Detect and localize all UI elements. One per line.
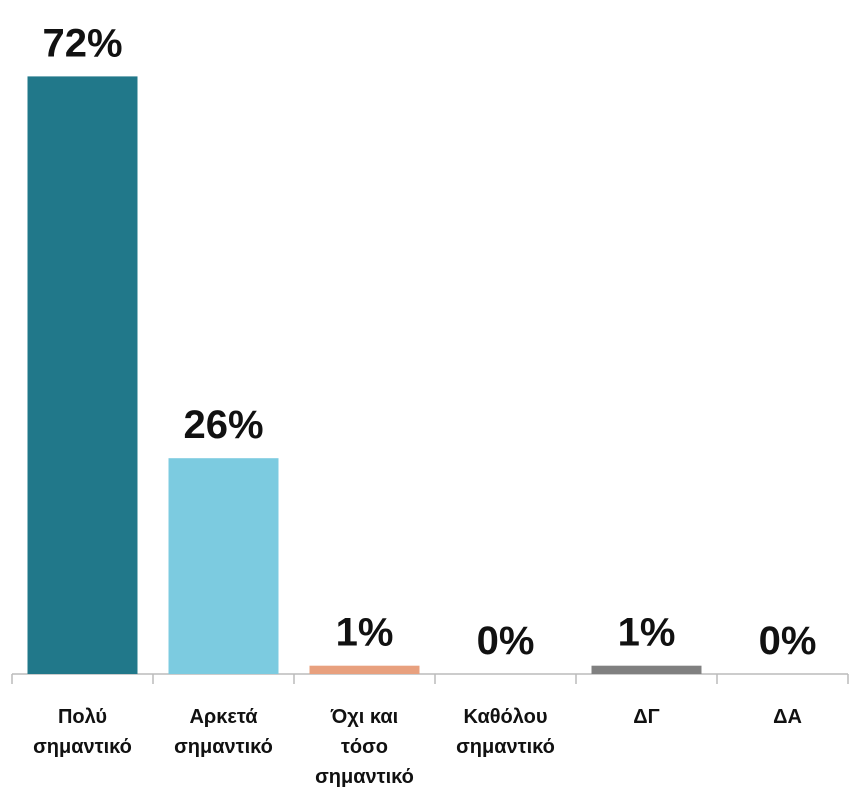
x-tick-label: Αρκετά σημαντικό — [174, 706, 273, 758]
x-tick-label: ΔΓ — [633, 706, 660, 728]
value-label: 1% — [336, 611, 394, 655]
x-tick-label: Καθόλου σημαντικό — [456, 706, 555, 758]
value-label: 1% — [618, 611, 676, 655]
value-label: 26% — [183, 403, 263, 447]
value-label: 72% — [42, 21, 122, 65]
value-label: 0% — [477, 619, 535, 663]
bar — [591, 665, 702, 674]
x-tick-label: ΔΑ — [773, 706, 802, 728]
bar — [27, 76, 138, 674]
bar — [168, 458, 279, 674]
x-tick-label: Πολύ σημαντικό — [33, 706, 132, 758]
x-tick-label: Όχι και τόσο σημαντικό — [315, 706, 414, 788]
value-label: 0% — [759, 619, 817, 663]
bar — [309, 665, 420, 674]
